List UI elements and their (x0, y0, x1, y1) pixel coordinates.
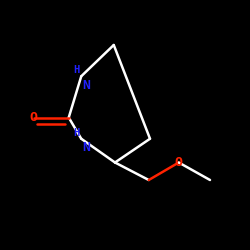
Text: O: O (30, 111, 38, 124)
Text: N: N (82, 79, 90, 92)
Text: O: O (175, 156, 183, 169)
Text: H: H (74, 65, 80, 75)
Text: H: H (74, 128, 80, 138)
Text: N: N (82, 141, 90, 154)
